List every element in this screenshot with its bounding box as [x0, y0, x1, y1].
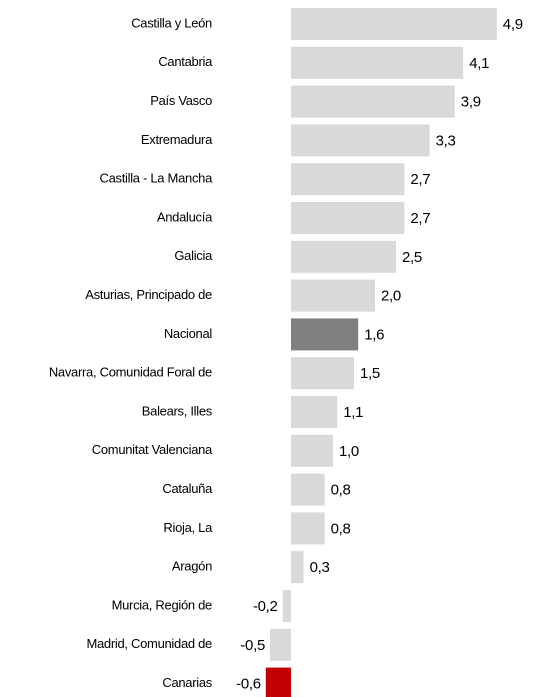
value-label: -0,2	[253, 598, 278, 615]
value-label: 3,3	[436, 132, 456, 149]
bar	[291, 240, 396, 273]
bar	[291, 163, 405, 196]
category-label: Castilla y León	[131, 15, 212, 30]
category-label: Rioja, La	[163, 520, 213, 535]
bar	[265, 667, 291, 697]
category-label: Cataluña	[162, 481, 213, 496]
value-label: 3,9	[461, 94, 481, 111]
bar	[291, 551, 304, 584]
bar	[291, 396, 338, 428]
value-label: 1,0	[339, 443, 359, 460]
category-label: Extremadura	[141, 132, 213, 147]
value-label: 2,7	[410, 210, 430, 227]
bar	[291, 512, 325, 545]
value-label: 0,8	[331, 520, 351, 537]
bar	[291, 8, 497, 40]
value-label: -0,5	[240, 637, 265, 654]
bar	[291, 279, 375, 312]
value-label: -0,6	[236, 676, 261, 693]
bar	[291, 318, 359, 351]
value-label: 0,3	[310, 559, 330, 576]
bar	[291, 124, 430, 157]
category-label: Canarias	[162, 675, 212, 690]
value-label: 2,5	[402, 249, 422, 266]
bar	[291, 85, 455, 118]
value-label: 4,1	[469, 55, 489, 72]
value-label: 1,5	[360, 365, 380, 382]
category-label: Murcia, Región de	[112, 597, 212, 612]
category-label: Navarra, Comunidad Foral de	[49, 365, 212, 380]
bar	[291, 357, 354, 390]
bar	[291, 473, 325, 506]
value-label: 2,7	[410, 171, 430, 188]
bar	[291, 202, 405, 234]
bar	[291, 434, 333, 467]
category-label: País Vasco	[150, 93, 212, 108]
value-label: 4,9	[503, 16, 523, 33]
category-label: Nacional	[164, 326, 213, 341]
value-label: 0,8	[331, 482, 351, 499]
bar	[291, 46, 464, 79]
category-label: Castilla - La Mancha	[100, 171, 214, 186]
bar	[270, 628, 291, 661]
category-label: Madrid, Comunidad de	[86, 636, 212, 651]
category-label: Aragón	[172, 559, 212, 574]
value-label: 2,0	[381, 288, 401, 305]
category-label: Galicia	[174, 248, 213, 263]
value-label: 1,1	[343, 404, 363, 421]
category-label: Comunitat Valenciana	[92, 442, 213, 457]
category-label: Asturias, Principado de	[85, 287, 212, 302]
category-label: Andalucía	[157, 209, 213, 224]
category-label: Balears, Illes	[142, 403, 213, 418]
value-label: 1,6	[364, 326, 384, 343]
category-label: Cantabria	[158, 54, 213, 69]
bar	[282, 590, 291, 622]
